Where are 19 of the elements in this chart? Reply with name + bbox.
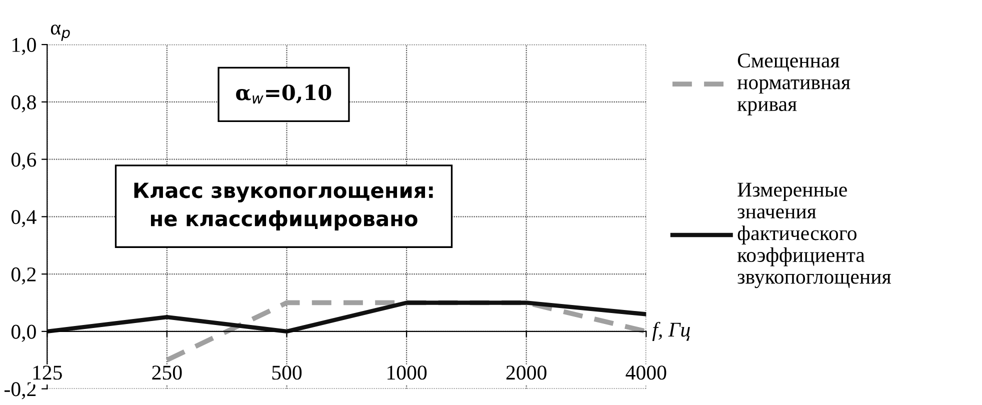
y-tick-label: 0,8 bbox=[11, 95, 36, 112]
y-tick-label: 0,4 bbox=[11, 210, 36, 228]
x-tick-label: 1000 bbox=[388, 366, 427, 380]
x-tick-label: 4000 bbox=[626, 366, 666, 380]
x-tick-label: 2000 bbox=[506, 366, 546, 380]
annotation: Класс звукопоглощения: не классифицировано bbox=[134, 182, 433, 230]
y-tick-label: 1,0 bbox=[12, 38, 36, 55]
x-tick-label: 250 bbox=[152, 366, 182, 380]
legend-label: Смещенная нормативная кривая bbox=[737, 54, 850, 116]
y-tick-label: 0,0 bbox=[11, 324, 36, 342]
x-tick-label: 125 bbox=[33, 366, 62, 380]
y-tick-label: 0,2 bbox=[11, 267, 36, 284]
y-tick-label: 0,6 bbox=[11, 152, 36, 170]
y-axis-title: α$_{p}$ bbox=[50, 24, 70, 41]
legend-label: Измеренные значения фактического коэффициента звукопоглощения bbox=[737, 182, 891, 288]
x-axis-title: f, Гц bbox=[652, 322, 690, 341]
x-tick-label: 500 bbox=[272, 366, 302, 380]
y-tick-label: -0,2 bbox=[4, 382, 36, 400]
annotation: α$_{w}$=0,10 bbox=[236, 84, 332, 104]
